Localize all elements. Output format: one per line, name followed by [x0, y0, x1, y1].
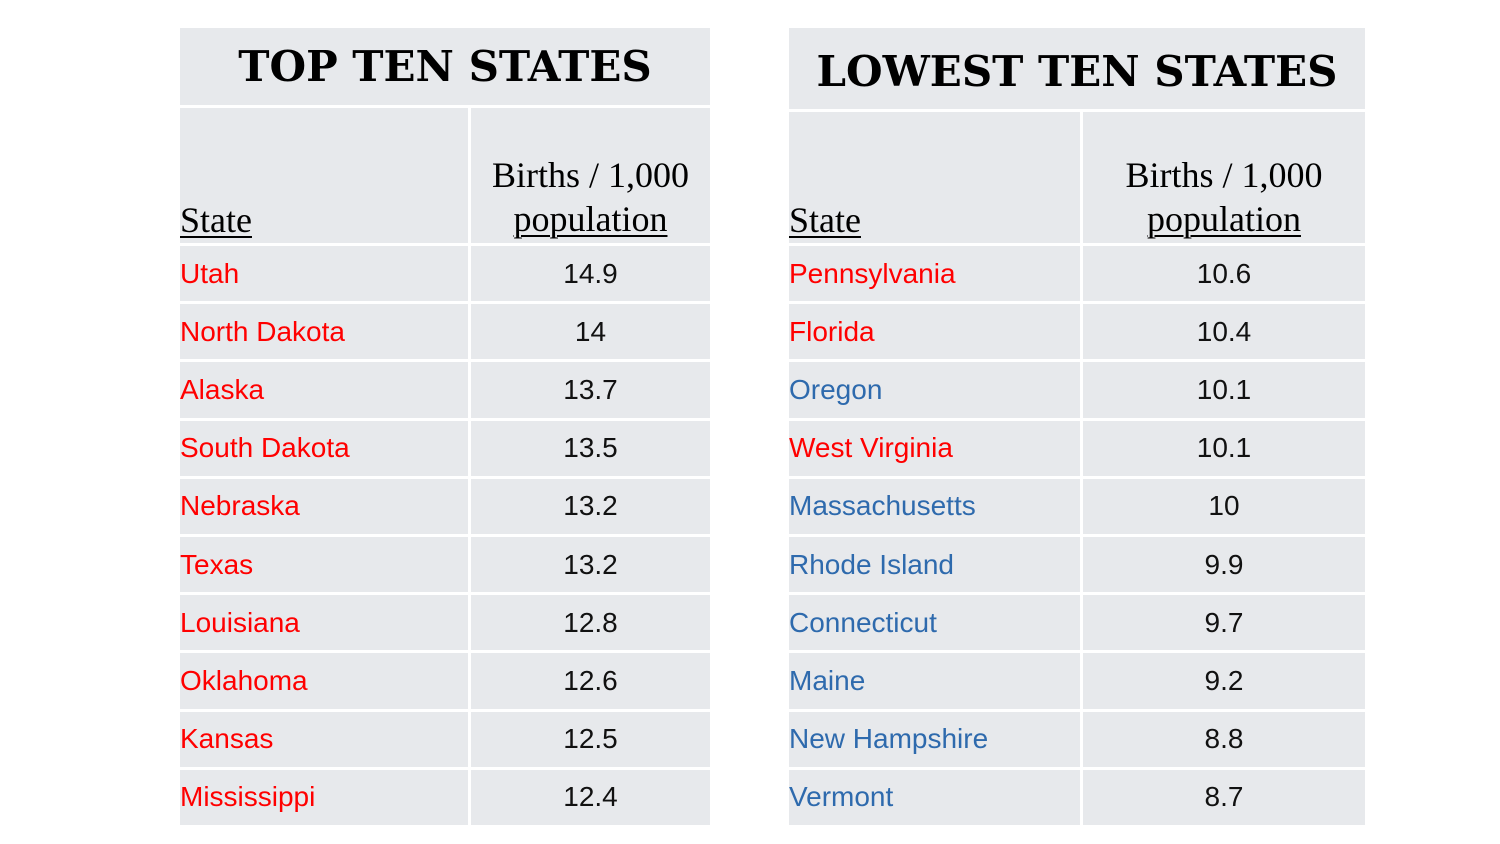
table-body: Pennsylvania 10.6 Florida 10.4 Oregon 10.1 Wes… — [789, 246, 1365, 825]
column-header-births-line1: Births / 1,000 — [491, 155, 689, 195]
table-body: Utah 14.9 North Dakota 14 Alaska 13.7 South Da… — [180, 246, 710, 825]
birth-rate-cell: 10.6 — [1080, 246, 1365, 302]
state-name-cell: Vermont — [789, 781, 894, 813]
state-name-cell: New Hampshire — [789, 723, 989, 755]
state-name-cell: Pennsylvania — [789, 257, 956, 289]
state-name-cell: Kansas — [180, 723, 274, 755]
state-name-cell: Massachusetts — [789, 490, 976, 522]
state-name-cell: Maine — [789, 664, 866, 696]
column-header-births-line1: Births / 1,000 — [1125, 155, 1323, 195]
state-name-cell: Utah — [180, 257, 240, 289]
birth-rate-cell: 13.7 — [468, 362, 710, 418]
column-header-births: Births / 1,000 population — [468, 108, 710, 243]
state-name-cell: Oklahoma — [180, 664, 308, 696]
birth-rate-cell: 10.1 — [1080, 420, 1365, 476]
birth-rate-cell: 13.5 — [468, 420, 710, 476]
table-row: Oregon 10.1 — [789, 362, 1365, 421]
table-title: TOP TEN STATES — [180, 28, 710, 108]
top-ten-states-table: TOP TEN STATES State Births / 1,000 popu… — [180, 28, 710, 825]
birth-rate-cell: 10.1 — [1080, 362, 1365, 418]
column-header-births-line2: population — [1147, 199, 1301, 239]
birth-rate-cell: 12.4 — [468, 769, 710, 825]
state-name-cell: North Dakota — [180, 315, 345, 347]
column-header-births: Births / 1,000 population — [1080, 112, 1365, 243]
table-row: Florida 10.4 — [789, 304, 1365, 363]
state-name-cell: Louisiana — [180, 606, 300, 638]
birth-rate-cell: 9.9 — [1080, 536, 1365, 593]
state-name-cell: Texas — [180, 548, 254, 580]
table-header: State Births / 1,000 population — [180, 108, 710, 246]
state-name-cell: Mississippi — [180, 781, 316, 813]
state-name-cell: Oregon — [789, 373, 883, 405]
table-row: Utah 14.9 — [180, 246, 710, 305]
birth-rate-cell: 8.7 — [1080, 769, 1365, 825]
table-row: Maine 9.2 — [789, 653, 1365, 712]
table-row: North Dakota 14 — [180, 304, 710, 363]
table-row: New Hampshire 8.8 — [789, 711, 1365, 770]
table-header: State Births / 1,000 population — [789, 112, 1365, 246]
state-name-cell: Nebraska — [180, 490, 300, 522]
birth-rate-cell: 12.8 — [468, 595, 710, 651]
column-header-state: State — [180, 200, 252, 240]
state-name-cell: Florida — [789, 315, 875, 347]
table-row: Vermont 8.7 — [789, 769, 1365, 825]
table-row: Connecticut 9.7 — [789, 595, 1365, 654]
table-row: Nebraska 13.2 — [180, 478, 710, 537]
table-row: South Dakota 13.5 — [180, 420, 710, 479]
birth-rate-cell: 8.8 — [1080, 711, 1365, 767]
birth-rate-cell: 10 — [1080, 478, 1365, 534]
state-name-cell: Alaska — [180, 373, 265, 405]
state-name-cell: South Dakota — [180, 432, 350, 464]
lowest-ten-states-table: LOWEST TEN STATES State Births / 1,000 p… — [789, 28, 1365, 825]
table-row: Mississippi 12.4 — [180, 769, 710, 825]
birth-rate-cell: 12.6 — [468, 653, 710, 709]
birth-rate-cell: 14 — [468, 304, 710, 360]
state-name-cell: West Virginia — [789, 432, 953, 464]
birth-rate-cell: 10.4 — [1080, 304, 1365, 360]
table-row: Pennsylvania 10.6 — [789, 246, 1365, 305]
state-name-cell: Connecticut — [789, 606, 937, 638]
birth-rate-cell: 14.9 — [468, 246, 710, 302]
table-row: Louisiana 12.8 — [180, 595, 710, 654]
column-header-state: State — [789, 200, 861, 240]
state-name-cell: Rhode Island — [789, 548, 955, 580]
table-row: Oklahoma 12.6 — [180, 653, 710, 712]
table-row: Texas 13.2 — [180, 536, 710, 596]
table-row: Kansas 12.5 — [180, 711, 710, 770]
birth-rate-cell: 13.2 — [468, 478, 710, 534]
table-row: Rhode Island 9.9 — [789, 536, 1365, 596]
birth-rate-cell: 9.2 — [1080, 653, 1365, 709]
table-row: West Virginia 10.1 — [789, 420, 1365, 479]
table-row: Massachusetts 10 — [789, 478, 1365, 537]
birth-rate-cell: 12.5 — [468, 711, 710, 767]
table-title: LOWEST TEN STATES — [789, 28, 1365, 112]
column-header-births-line2: population — [513, 199, 668, 239]
table-row: Alaska 13.7 — [180, 362, 710, 421]
birth-rate-cell: 9.7 — [1080, 595, 1365, 651]
birth-rate-cell: 13.2 — [468, 536, 710, 593]
